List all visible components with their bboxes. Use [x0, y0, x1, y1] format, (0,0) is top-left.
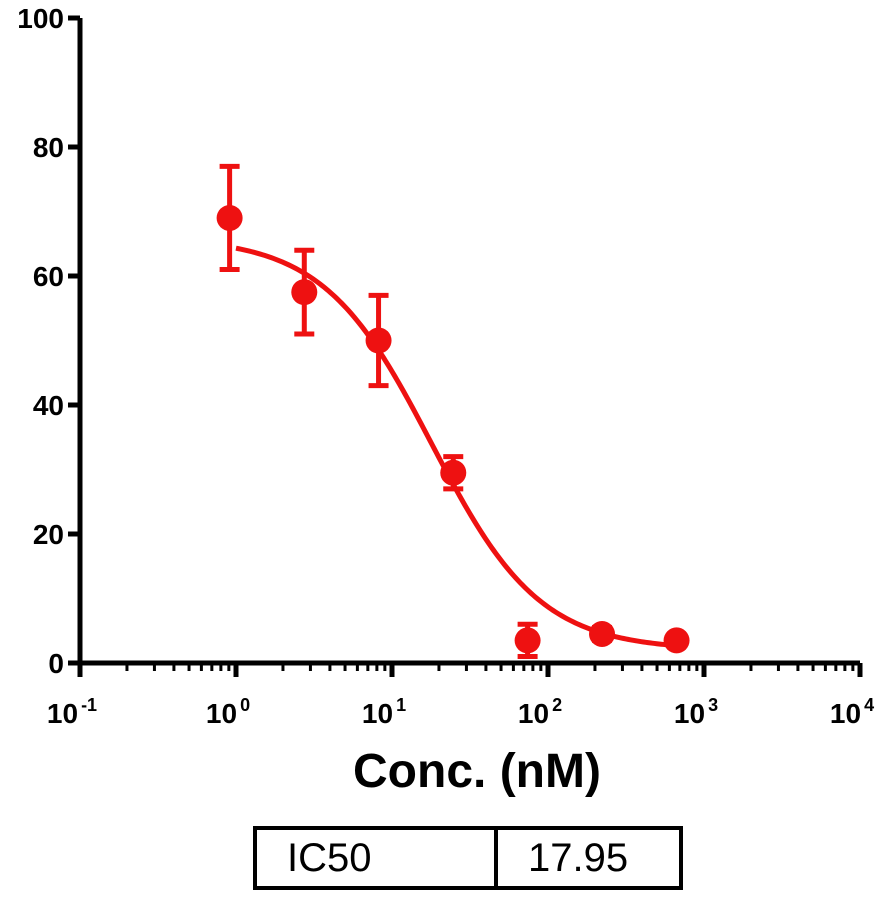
- data-point: [365, 292, 392, 389]
- data-point: [440, 454, 467, 492]
- x-tick-label: 10 -1: [47, 695, 97, 729]
- y-ticks: 0 20 40 60 80 100: [17, 3, 80, 679]
- data-point: [514, 621, 541, 660]
- y-tick-label: 80: [33, 132, 64, 163]
- x-tick-label: 10 2: [518, 695, 562, 729]
- y-tick-label: 0: [48, 648, 64, 679]
- point-marker: [589, 620, 616, 647]
- x-tick-base: 10: [206, 698, 237, 729]
- x-tick-base: 10: [362, 698, 393, 729]
- point-marker: [216, 204, 243, 231]
- x-tick-exponent: 2: [552, 695, 562, 715]
- point-marker: [440, 459, 467, 486]
- y-tick-label: 40: [33, 390, 64, 421]
- y-tick-label: 60: [33, 261, 64, 292]
- data-point: [589, 620, 616, 647]
- ic50-value: 17.95: [528, 835, 629, 880]
- x-tick-exponent: 0: [240, 695, 250, 715]
- point-marker: [365, 327, 392, 354]
- point-marker: [514, 627, 541, 654]
- x-tick-label: 10 4: [830, 695, 874, 729]
- x-tick-exponent: 3: [708, 695, 718, 715]
- data-point: [291, 247, 318, 337]
- x-tick-base: 10: [830, 698, 861, 729]
- point-marker: [663, 627, 690, 654]
- x-tick-label: 10 3: [674, 695, 718, 729]
- data-point: [216, 163, 243, 273]
- x-ticks: 10 -1 10 0 10 1 10 2 10 3 10 4: [47, 663, 874, 729]
- x-tick-exponent: 4: [864, 695, 874, 715]
- ic50-label: IC50: [257, 830, 498, 886]
- ic50-table: IC50 17.95: [253, 826, 683, 890]
- x-tick-base: 10: [674, 698, 705, 729]
- data-points: [216, 163, 690, 660]
- x-axis-title: Conc. (nM): [353, 745, 601, 798]
- x-tick-base: 10: [518, 698, 549, 729]
- y-tick-label: 20: [33, 519, 64, 550]
- x-tick-exponent: 1: [396, 695, 406, 715]
- x-tick-base: 10: [47, 698, 78, 729]
- x-tick-label: 10 1: [362, 695, 406, 729]
- y-tick-label: 100: [17, 3, 64, 34]
- x-tick-exponent: -1: [81, 695, 97, 715]
- axes: [77, 18, 860, 666]
- data-point: [663, 627, 690, 654]
- x-tick-label: 10 0: [206, 695, 250, 729]
- point-marker: [291, 279, 318, 306]
